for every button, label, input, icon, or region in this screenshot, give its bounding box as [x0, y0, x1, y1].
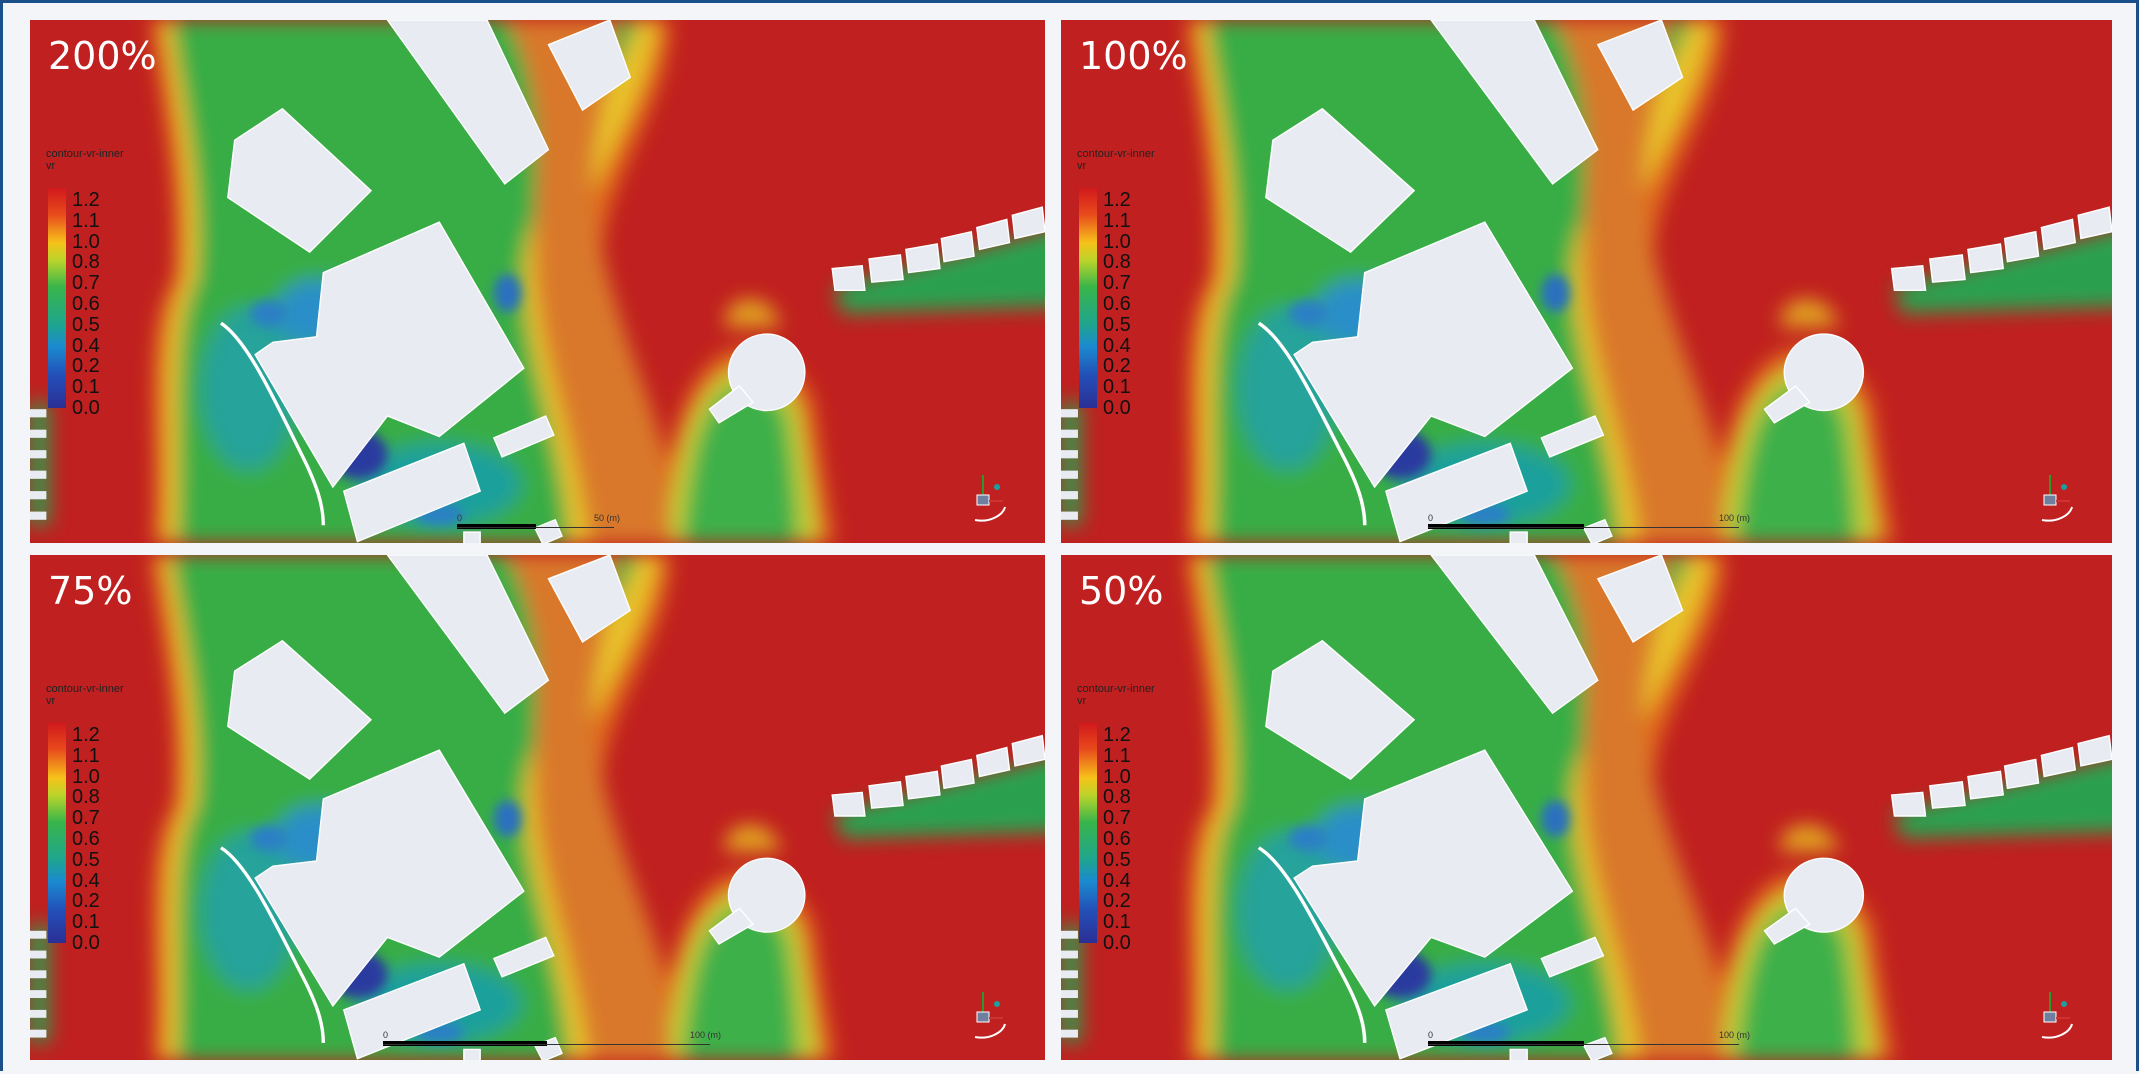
legend-tick-label: 1.0 [1103, 767, 1131, 788]
scale-end: 100 (m) [1719, 1030, 1750, 1040]
legend-tick-label: 0.7 [1103, 808, 1131, 829]
axis-triad [965, 465, 1015, 525]
legend-tick-label: 0.1 [72, 377, 100, 398]
legend-tick-label: 0.7 [72, 273, 100, 294]
scale-bar-line [1428, 527, 1739, 528]
panel-label: 75% [48, 569, 132, 613]
scale-bar-line [383, 1044, 710, 1045]
scale-start: 0 [1428, 1030, 1433, 1040]
scale-end: 100 (m) [1719, 513, 1750, 523]
legend-tick-label: 0.5 [72, 850, 100, 871]
legend-tick-label: 0.2 [72, 356, 100, 377]
legend-tick-label: 0.6 [72, 829, 100, 850]
colorbar [1079, 723, 1097, 943]
velocity-field [1061, 555, 2112, 1060]
legend-tick-label: 0.0 [1103, 398, 1131, 419]
legend-tick-label: 0.5 [72, 315, 100, 336]
legend-tick-label: 1.2 [72, 190, 100, 211]
legend-tick-label: 0.8 [1103, 787, 1131, 808]
velocity-field [30, 20, 1045, 543]
legend-unit: vr [46, 160, 124, 172]
legend-tick-label: 0.4 [1103, 336, 1131, 357]
legend-tick-label: 0.1 [1103, 377, 1131, 398]
legend-title-text: contour-vr-inner [1077, 683, 1155, 695]
legend-tick-label: 1.1 [1103, 746, 1131, 767]
panel-label: 200% [48, 34, 157, 78]
legend-tick-label: 0.5 [1103, 315, 1131, 336]
legend-unit: vr [1077, 695, 1155, 707]
scale-bar-line [457, 527, 614, 528]
legend-tick-label: 0.6 [72, 294, 100, 315]
scale-end: 100 (m) [690, 1030, 721, 1040]
legend-tick-label: 1.1 [72, 746, 100, 767]
legend-tick-label: 1.0 [72, 767, 100, 788]
legend-tick-label: 1.0 [1103, 232, 1131, 253]
legend-title-text: contour-vr-inner [1077, 148, 1155, 160]
legend-tick-label: 0.8 [72, 787, 100, 808]
panel-label: 100% [1079, 34, 1188, 78]
scale-bar-line [1428, 1044, 1739, 1045]
legend-tick-label: 0.4 [72, 871, 100, 892]
axis-triad [965, 982, 1015, 1042]
colorbar [48, 723, 66, 943]
legend-title-text: contour-vr-inner [46, 683, 124, 695]
legend-tick-label: 0.8 [1103, 252, 1131, 273]
legend-tick-label: 0.4 [72, 336, 100, 357]
legend-tick-label: 0.7 [1103, 273, 1131, 294]
legend-tick-label: 0.0 [72, 398, 100, 419]
legend-tick-label: 0.4 [1103, 871, 1131, 892]
legend-tick-label: 0.8 [72, 252, 100, 273]
legend-tick-label: 1.1 [72, 211, 100, 232]
velocity-field [30, 555, 1045, 1060]
legend-tick-label: 1.1 [1103, 211, 1131, 232]
legend-tick-label: 0.2 [72, 891, 100, 912]
scale-start: 0 [1428, 513, 1433, 523]
velocity-field [1061, 20, 2112, 543]
legend-tick-label: 0.2 [1103, 891, 1131, 912]
page: {"legend": {"title": "contour-vr-inner",… [0, 0, 2139, 1074]
colorbar [1079, 188, 1097, 408]
legend-tick-label: 1.2 [1103, 190, 1131, 211]
legend-tick-label: 0.7 [72, 808, 100, 829]
axis-triad [2032, 465, 2082, 525]
legend-tick-label: 0.5 [1103, 850, 1131, 871]
scale-start: 0 [457, 513, 462, 523]
panel-label: 50% [1079, 569, 1163, 613]
legend-tick-label: 0.1 [1103, 912, 1131, 933]
legend-tick-label: 0.1 [72, 912, 100, 933]
legend-tick-label: 0.0 [72, 933, 100, 954]
scale-end: 50 (m) [594, 513, 620, 523]
legend-unit: vr [1077, 160, 1155, 172]
scale-start: 0 [383, 1030, 388, 1040]
legend-tick-label: 0.2 [1103, 356, 1131, 377]
legend-tick-label: 0.6 [1103, 294, 1131, 315]
legend-tick-label: 1.0 [72, 232, 100, 253]
colorbar [48, 188, 66, 408]
legend-title-text: contour-vr-inner [46, 148, 124, 160]
legend-unit: vr [46, 695, 124, 707]
axis-triad [2032, 982, 2082, 1042]
legend-tick-label: 0.6 [1103, 829, 1131, 850]
legend-tick-label: 1.2 [1103, 725, 1131, 746]
legend-tick-label: 0.0 [1103, 933, 1131, 954]
legend-tick-label: 1.2 [72, 725, 100, 746]
